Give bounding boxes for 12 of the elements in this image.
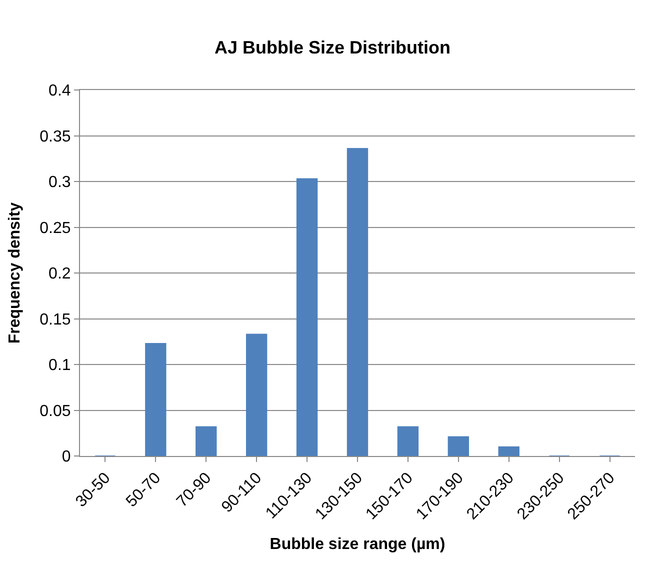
- y-tick-label: 0.1: [48, 357, 71, 374]
- y-tick-label: 0.05: [40, 402, 71, 420]
- y-tick-label: 0.2: [48, 266, 71, 283]
- y-tick-label: 0: [62, 448, 71, 466]
- y-tick-label: 0.35: [40, 128, 71, 146]
- y-tick-label: 0.4: [48, 82, 71, 100]
- y-axis-title: Frequency density: [6, 202, 24, 344]
- y-tick-label: 0.3: [48, 174, 71, 192]
- x-axis-title: Bubble size range (µm): [270, 536, 446, 553]
- chart-title: AJ Bubble Size Distribution: [214, 38, 451, 58]
- y-tick-label: 0.25: [40, 220, 71, 237]
- y-tick-label: 0.15: [40, 311, 71, 328]
